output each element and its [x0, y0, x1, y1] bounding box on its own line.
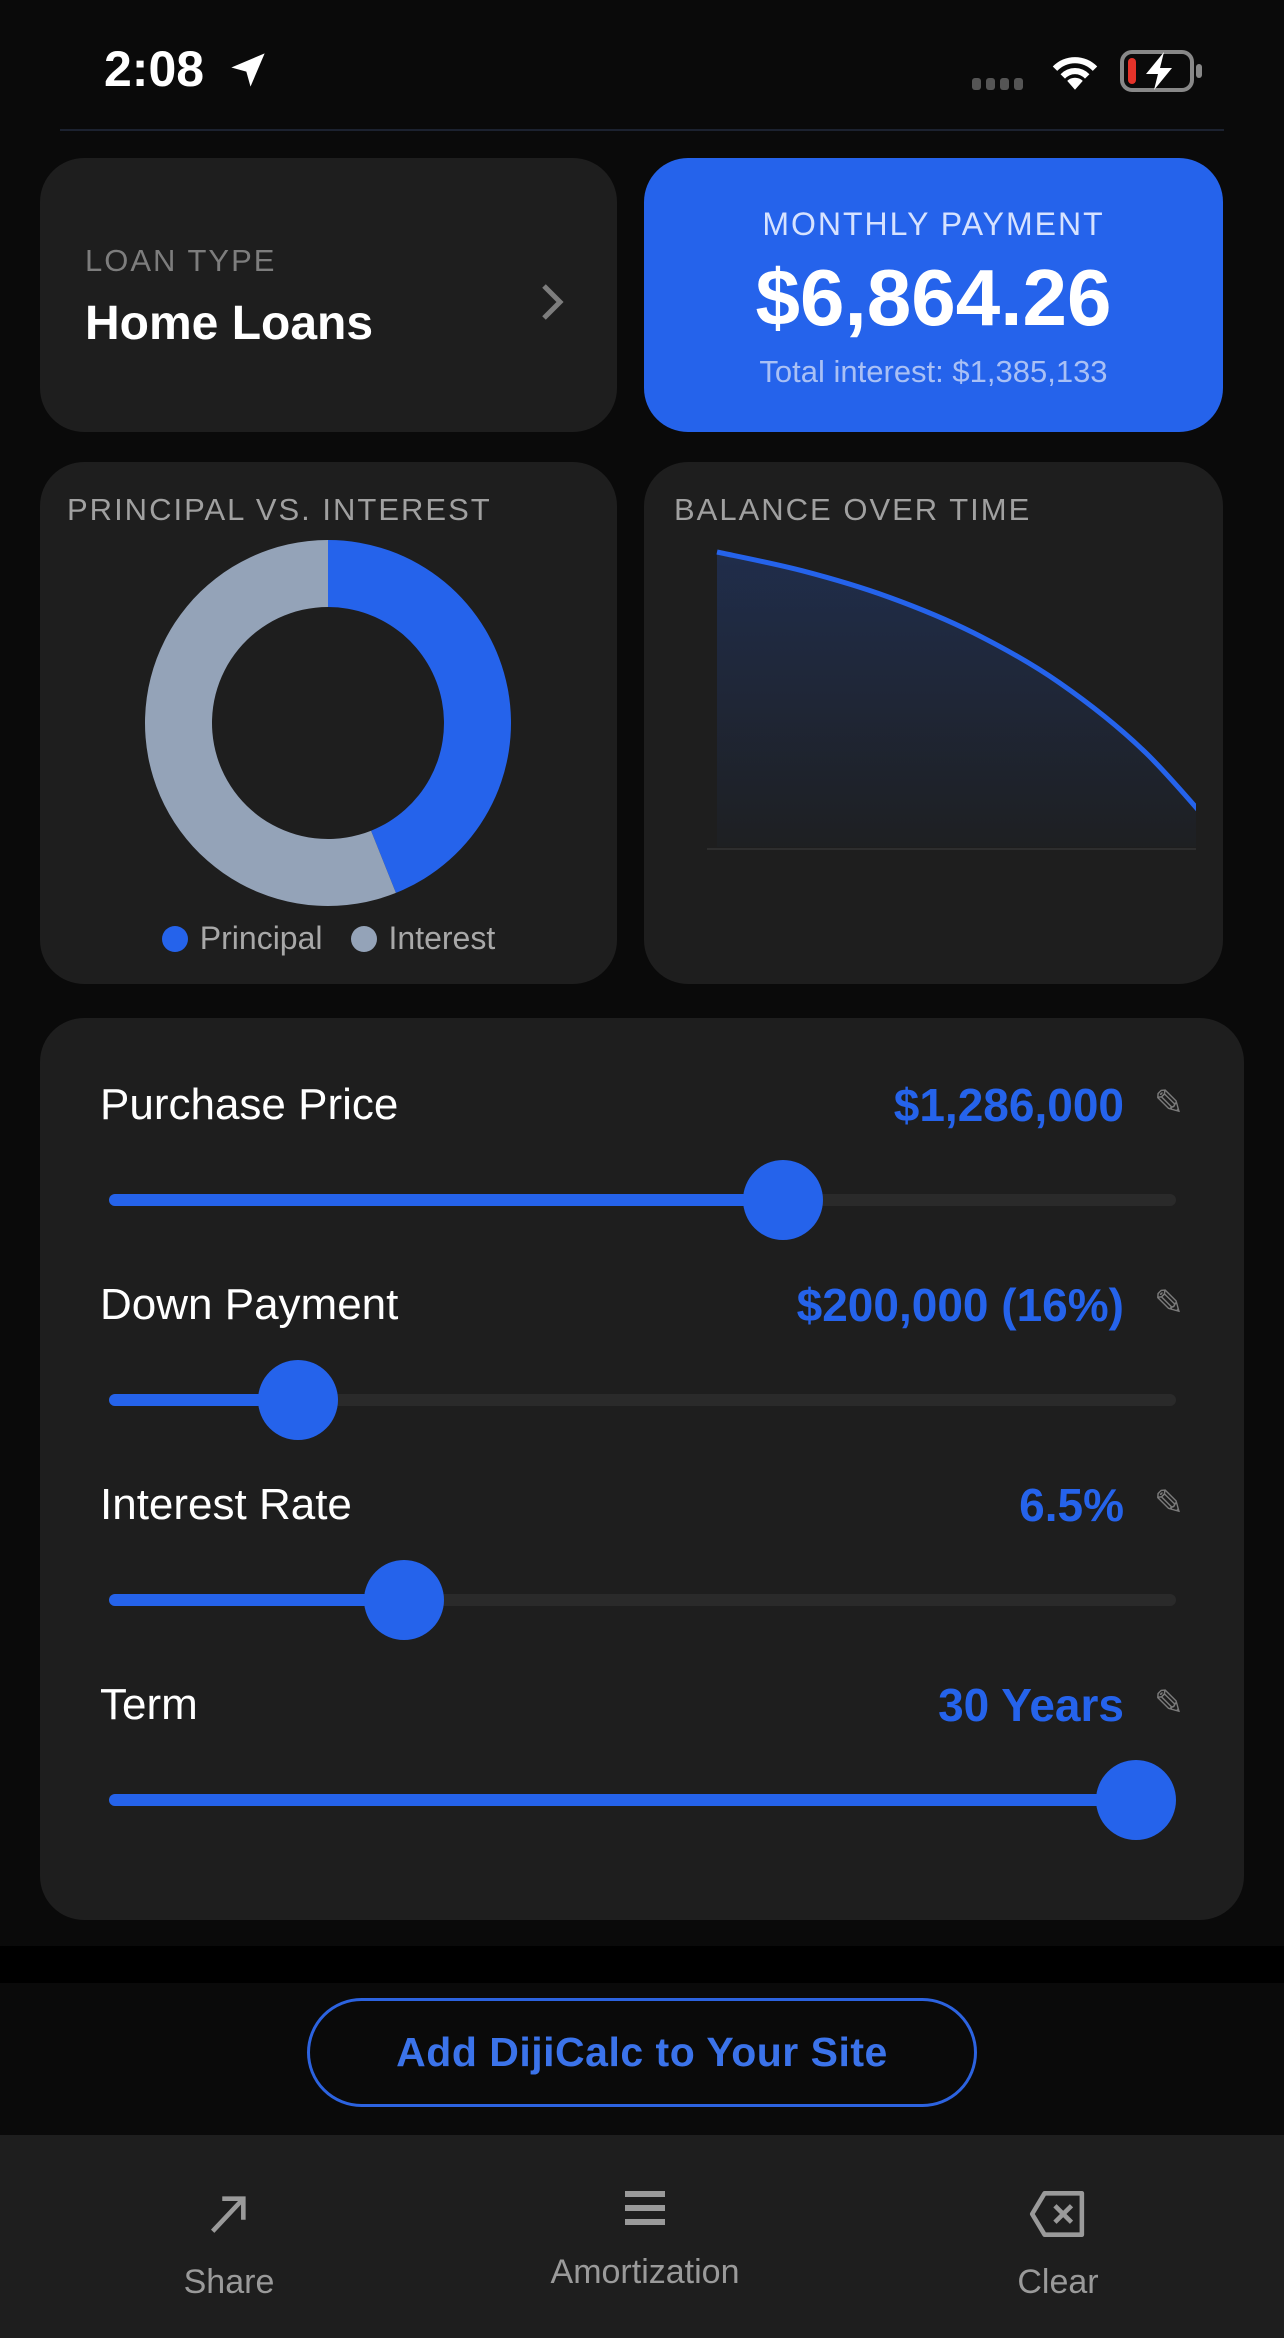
principal-interest-card: PRINCIPAL VS. INTEREST Principal Interes… — [40, 462, 617, 984]
monthly-payment-value: $6,864.26 — [755, 253, 1112, 342]
balance-chart — [707, 549, 1196, 850]
slider-fill — [109, 1794, 1136, 1806]
legend-swatch-principal — [161, 925, 188, 952]
slider-track[interactable] — [109, 1760, 1176, 1840]
loan-type-value: Home Loans — [85, 297, 374, 350]
slider-value[interactable]: 6.5% — [1019, 1479, 1124, 1531]
add-dijicalc-button[interactable]: Add DijiCalc to Your Site — [307, 1998, 977, 2107]
slider-track[interactable] — [109, 1160, 1176, 1240]
balance-title: BALANCE OVER TIME — [674, 492, 1032, 527]
donut-title: PRINCIPAL VS. INTEREST — [67, 492, 492, 527]
list-icon — [625, 2191, 665, 2225]
edit-pencil-icon[interactable]: ✎ — [1153, 1482, 1184, 1523]
amortization-button[interactable]: Amortization — [431, 2135, 859, 2338]
clear-label: Clear — [1017, 2263, 1099, 2301]
cellular-signal-icon — [972, 78, 1023, 90]
edit-pencil-icon[interactable]: ✎ — [1153, 1682, 1184, 1723]
inputs-card: Purchase Price $1,286,000 ✎ Down Payment… — [40, 1018, 1244, 1920]
slider-value[interactable]: $200,000 (16%) — [796, 1279, 1124, 1331]
donut-legend: Principal Interest — [40, 920, 617, 957]
legend-principal: Principal — [161, 920, 323, 957]
header-divider — [60, 129, 1224, 131]
edit-pencil-icon[interactable]: ✎ — [1153, 1282, 1184, 1323]
monthly-payment-label: MONTHLY PAYMENT — [762, 206, 1105, 242]
share-label: Share — [183, 2263, 275, 2301]
slider-thumb[interactable] — [742, 1160, 823, 1240]
donut-slice-principal — [328, 540, 511, 893]
chevron-right-icon — [542, 284, 564, 320]
total-interest: Total interest: $1,385,133 — [759, 354, 1108, 389]
slider-fill — [109, 1194, 783, 1206]
share-button[interactable]: Share — [15, 2135, 443, 2338]
slider-label: Term — [100, 1680, 198, 1729]
backspace-clear-icon — [1029, 2191, 1085, 2237]
slider-fill — [109, 1594, 404, 1606]
slider-track[interactable] — [109, 1560, 1176, 1640]
monthly-payment-card: MONTHLY PAYMENT $6,864.26 Total interest… — [644, 158, 1223, 432]
slider-thumb[interactable] — [258, 1360, 339, 1440]
slider-value[interactable]: $1,286,000 — [893, 1079, 1124, 1131]
slider-fill — [109, 1394, 299, 1406]
share-arrow-icon — [210, 2196, 246, 2233]
amortization-label: Amortization — [550, 2253, 740, 2291]
section-gap — [0, 1946, 1284, 1983]
legend-interest: Interest — [350, 920, 496, 957]
wifi-icon — [1052, 57, 1098, 90]
slider-label: Down Payment — [100, 1280, 399, 1329]
donut-slice-interest — [144, 540, 396, 906]
slider-value[interactable]: 30 Years — [938, 1679, 1124, 1731]
edit-pencil-icon[interactable]: ✎ — [1153, 1082, 1184, 1123]
loan-type-label: LOAN TYPE — [85, 243, 277, 278]
clear-button[interactable]: Clear — [844, 2135, 1272, 2338]
slider-thumb[interactable] — [363, 1560, 444, 1640]
location-arrow-icon — [231, 53, 265, 87]
slider-track[interactable] — [109, 1360, 1176, 1440]
legend-label: Principal — [199, 920, 323, 956]
loan-type-card[interactable]: LOAN TYPE Home Loans — [40, 158, 617, 432]
balance-line — [716, 549, 1196, 812]
battery-charging-low-icon — [1120, 50, 1202, 92]
legend-label: Interest — [388, 920, 496, 956]
status-time: 2:08 — [104, 41, 205, 97]
slider-label: Interest Rate — [100, 1480, 352, 1529]
balance-area — [717, 552, 1196, 847]
slider-thumb[interactable] — [1096, 1760, 1176, 1840]
legend-swatch-interest — [350, 925, 377, 952]
slider-label: Purchase Price — [100, 1080, 399, 1129]
balance-over-time-card: BALANCE OVER TIME — [644, 462, 1223, 984]
donut-chart — [144, 540, 511, 906]
